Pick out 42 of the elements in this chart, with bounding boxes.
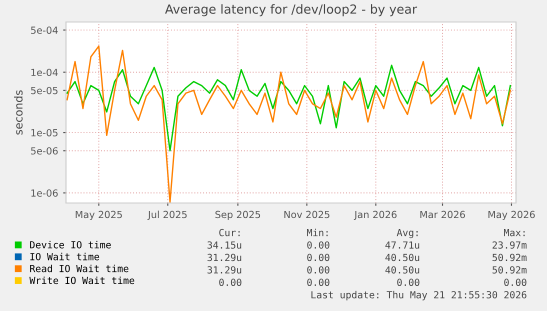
legend-label: Write IO Wait time xyxy=(29,276,134,284)
text: 34.15u xyxy=(208,241,242,249)
x-tick-label: Sep 2025 xyxy=(215,210,260,220)
y-tick-label: 1e-06 xyxy=(31,189,58,197)
line-series xyxy=(66,46,512,203)
text: 0.00 xyxy=(307,254,330,262)
legend-label: Device IO time xyxy=(30,240,111,248)
y-tick-label: 5e-06 xyxy=(31,147,58,155)
text: Avg: xyxy=(396,228,418,238)
x-tick-label: Nov 2025 xyxy=(284,210,330,218)
legend-label: IO Wait time xyxy=(30,252,100,260)
text: 23.97m xyxy=(492,241,527,249)
y-tick-label: 1e-04 xyxy=(31,68,58,76)
text: 31.29u xyxy=(208,266,242,274)
text: 47.71u xyxy=(385,241,420,249)
text: Max: xyxy=(504,229,525,236)
legend-label: Read IO Wait time xyxy=(30,264,128,272)
text: 40.50u xyxy=(385,266,420,274)
line-series xyxy=(66,64,512,152)
text: 31.29u xyxy=(208,254,242,262)
text: Cur: xyxy=(219,228,240,236)
text: 0.00 xyxy=(307,278,330,286)
text: 40.50u xyxy=(385,254,420,262)
x-tick-label: Jul 2025 xyxy=(147,210,187,220)
text: 0.00 xyxy=(307,241,330,249)
y-tick-label: 1e-05 xyxy=(31,129,58,136)
text: 50.92m xyxy=(492,266,527,274)
text: 0.00 xyxy=(219,278,242,286)
text: Min: xyxy=(306,228,328,236)
text: 50.92m xyxy=(492,254,527,262)
x-tick-label: May 2025 xyxy=(76,210,122,220)
x-tick-label: May 2026 xyxy=(488,210,535,220)
y-axis-title: seconds xyxy=(14,90,23,135)
text: 0.00 xyxy=(397,278,420,286)
x-tick-label: Mar 2026 xyxy=(420,210,465,218)
y-tick-label: 5e-05 xyxy=(31,86,58,94)
chart-title: Average latency for /dev/loop2 - by year xyxy=(165,4,418,16)
text: Last update: Thu May 21 21:55:30 2026 xyxy=(311,290,526,300)
x-tick-label: Jan 2026 xyxy=(354,210,397,220)
text: 0.00 xyxy=(307,266,330,274)
y-tick-label: 5e-04 xyxy=(31,26,58,34)
text: 0.00 xyxy=(504,278,526,286)
